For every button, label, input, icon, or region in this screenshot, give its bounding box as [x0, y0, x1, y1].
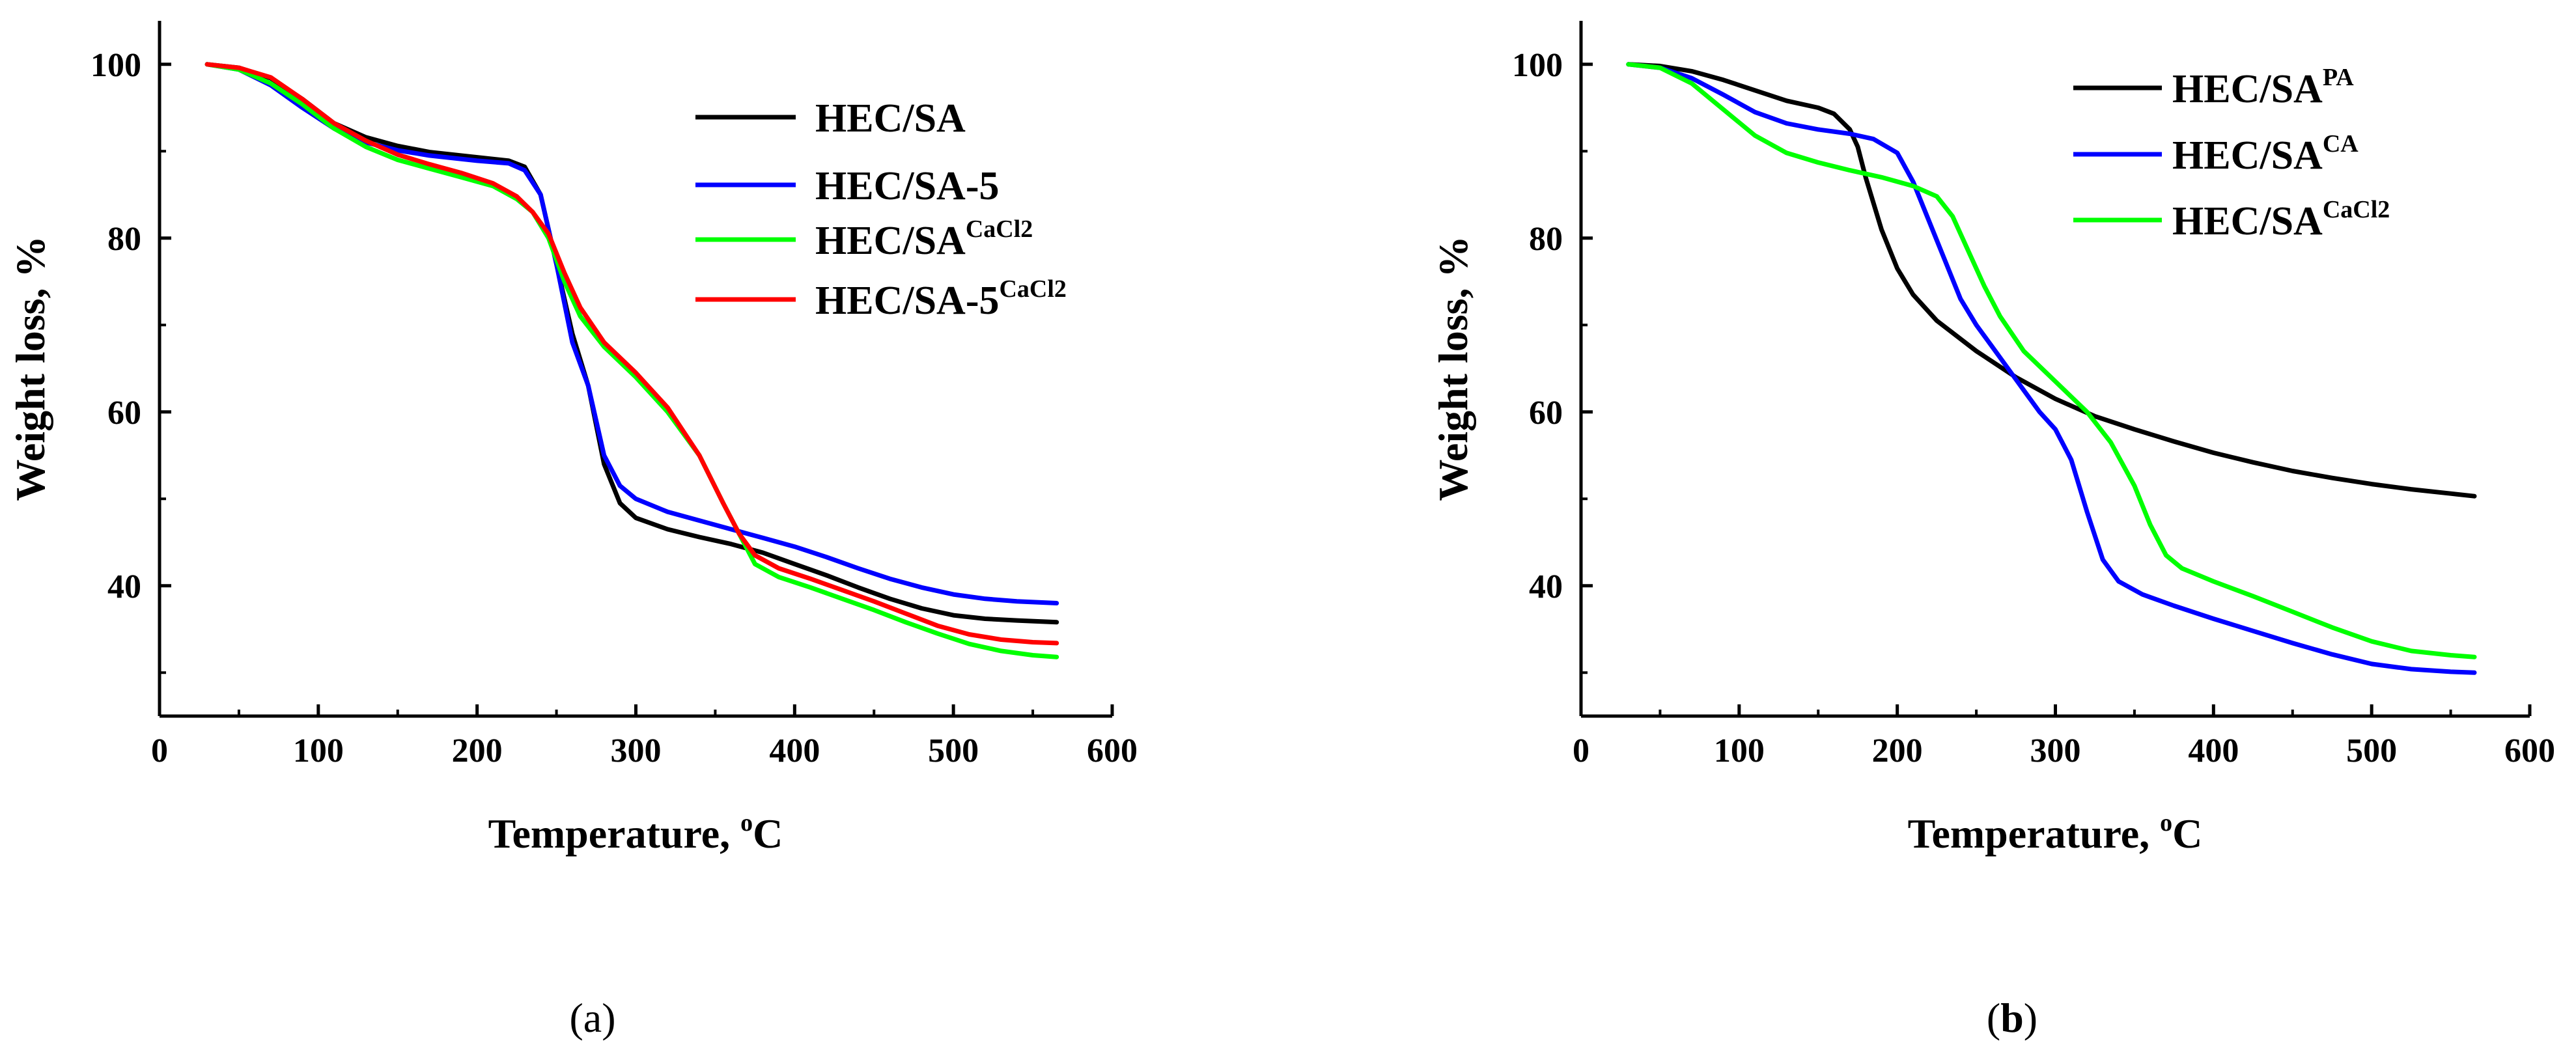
legend-item: HEC/SACaCl2 — [2073, 196, 2390, 243]
x-tick-label: 600 — [1087, 732, 1138, 769]
y-tick-label: 80 — [107, 221, 141, 258]
y-tick-label: 60 — [1529, 394, 1563, 432]
legend-item: HEC/SA-5CaCl2 — [695, 275, 1067, 323]
x-tick-label: 0 — [1573, 732, 1589, 769]
panel-a-y-axis-title: Weight loss, % — [7, 236, 53, 501]
y-tick-label: 100 — [1512, 47, 1563, 84]
panel-a-x-axis-title: Temperature, oC — [488, 809, 783, 857]
series-line — [1626, 62, 2477, 659]
x-tick-label: 200 — [1872, 732, 1923, 769]
x-tick-label: 400 — [769, 732, 820, 769]
y-tick-label: 80 — [1529, 221, 1563, 258]
panel-a-legend: HEC/SA HEC/SA-5 HEC/SACaCl2 HEC/SA-5CaCl… — [695, 96, 1067, 323]
x-tick-label: 400 — [2188, 732, 2239, 769]
panel-b: 0 100 200 300 400 500 600 40 60 80 100 Weight los… — [1430, 21, 2555, 1041]
panel-b-label: (b) — [1987, 995, 2037, 1041]
x-tick-label: 600 — [2504, 732, 2555, 769]
x-tick-label: 200 — [452, 732, 503, 769]
legend-label: HEC/SA-5CaCl2 — [815, 275, 1067, 323]
panel-b-y-ticks: 40 60 80 100 — [1512, 47, 1593, 674]
panel-a-x-ticks: 0 100 200 300 400 500 600 — [151, 704, 1138, 769]
legend-label: HEC/SACaCl2 — [815, 215, 1033, 263]
panel-a-label: (a) — [569, 995, 615, 1041]
legend-label: HEC/SA — [815, 96, 966, 141]
panel-b-y-axis-title: Weight loss, % — [1430, 236, 1476, 501]
panel-a: 0 100 200 300 400 500 600 40 60 80 100 Weight los… — [7, 21, 1138, 1041]
legend-item: HEC/SACA — [2073, 130, 2359, 178]
panel-b-legend: HEC/SAPA HEC/SACA HEC/SACaCl2 — [2073, 64, 2390, 243]
series-line — [204, 62, 1059, 625]
x-tick-label: 500 — [2346, 732, 2397, 769]
series-line — [1626, 62, 2477, 675]
x-tick-label: 100 — [293, 732, 344, 769]
legend-label: HEC/SACA — [2172, 130, 2359, 178]
x-tick-label: 0 — [151, 732, 168, 769]
panel-b-x-axis-title: Temperature, oC — [1908, 809, 2203, 857]
panel-a-y-ticks: 40 60 80 100 — [91, 47, 171, 674]
panel-b-x-ticks: 0 100 200 300 400 500 600 — [1573, 704, 2555, 769]
legend-item: HEC/SA — [695, 96, 966, 141]
y-tick-label: 40 — [107, 568, 141, 605]
x-tick-label: 300 — [2030, 732, 2081, 769]
x-tick-label: 300 — [611, 732, 662, 769]
x-tick-label: 100 — [1714, 732, 1765, 769]
panel-b-series — [1626, 62, 2477, 675]
legend-label: HEC/SAPA — [2172, 64, 2354, 111]
y-tick-label: 40 — [1529, 568, 1563, 605]
legend-item: HEC/SACaCl2 — [695, 215, 1033, 263]
legend-item: HEC/SA-5 — [695, 164, 999, 208]
legend-label: HEC/SACaCl2 — [2172, 196, 2390, 243]
series-line — [204, 62, 1059, 646]
x-tick-label: 500 — [928, 732, 979, 769]
series-line — [204, 62, 1059, 659]
legend-label: HEC/SA-5 — [815, 164, 999, 208]
y-tick-label: 60 — [107, 394, 141, 432]
panel-a-series — [204, 62, 1059, 659]
series-line — [1626, 62, 2477, 499]
y-tick-label: 100 — [91, 47, 141, 84]
legend-item: HEC/SAPA — [2073, 64, 2354, 111]
